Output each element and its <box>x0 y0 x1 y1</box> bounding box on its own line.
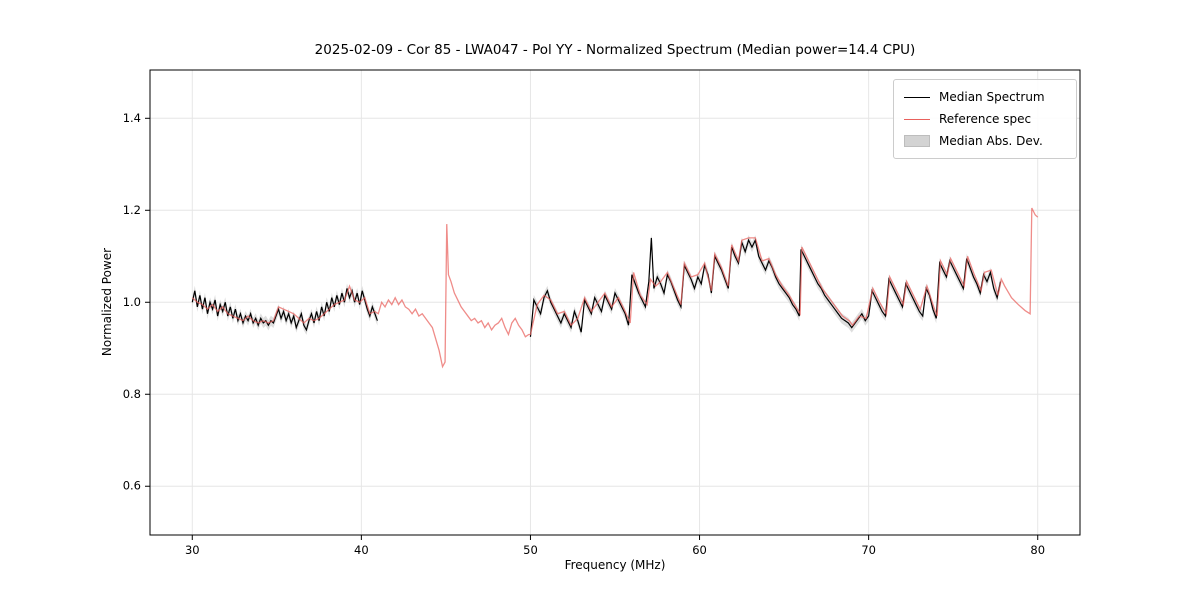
mad-band <box>192 283 378 335</box>
median-spectrum-line <box>529 237 1002 337</box>
legend-label: Median Spectrum <box>939 90 1045 104</box>
mad-band <box>530 232 1001 342</box>
x-tick-label: 50 <box>523 543 538 557</box>
legend-item-median-spectrum: Median Spectrum <box>904 86 1066 108</box>
x-axis-label: Frequency (MHz) <box>564 558 666 572</box>
y-tick-label: 1.0 <box>123 295 141 309</box>
legend-label: Reference spec <box>939 112 1032 126</box>
x-tick-label: 70 <box>861 543 876 557</box>
x-tick-label: 80 <box>1030 543 1045 557</box>
legend-item-median-abs-dev: Median Abs. Dev. <box>904 130 1066 152</box>
y-tick-label: 1.4 <box>123 111 141 125</box>
legend-item-reference-spec: Reference spec <box>904 108 1066 130</box>
legend-label: Median Abs. Dev. <box>939 134 1043 148</box>
y-axis-label: Normalized Power <box>100 247 114 357</box>
reference-spec-line-swatch <box>904 118 930 120</box>
median-spectrum-line <box>191 288 378 332</box>
x-tick-label: 30 <box>185 543 200 557</box>
chart-title: 2025-02-09 - Cor 85 - LWA047 - Pol YY - … <box>314 42 916 58</box>
y-tick-label: 0.8 <box>123 387 141 401</box>
median-spectrum-line-swatch <box>904 96 930 98</box>
y-tick-label: 0.6 <box>123 479 141 493</box>
legend: Median Spectrum Reference spec Median Ab… <box>893 79 1077 159</box>
reference-spec-line <box>191 207 1039 369</box>
median-abs-dev-patch-swatch <box>904 135 930 147</box>
x-tick-label: 40 <box>354 543 369 557</box>
x-tick-label: 60 <box>692 543 707 557</box>
y-tick-label: 1.2 <box>123 203 141 217</box>
